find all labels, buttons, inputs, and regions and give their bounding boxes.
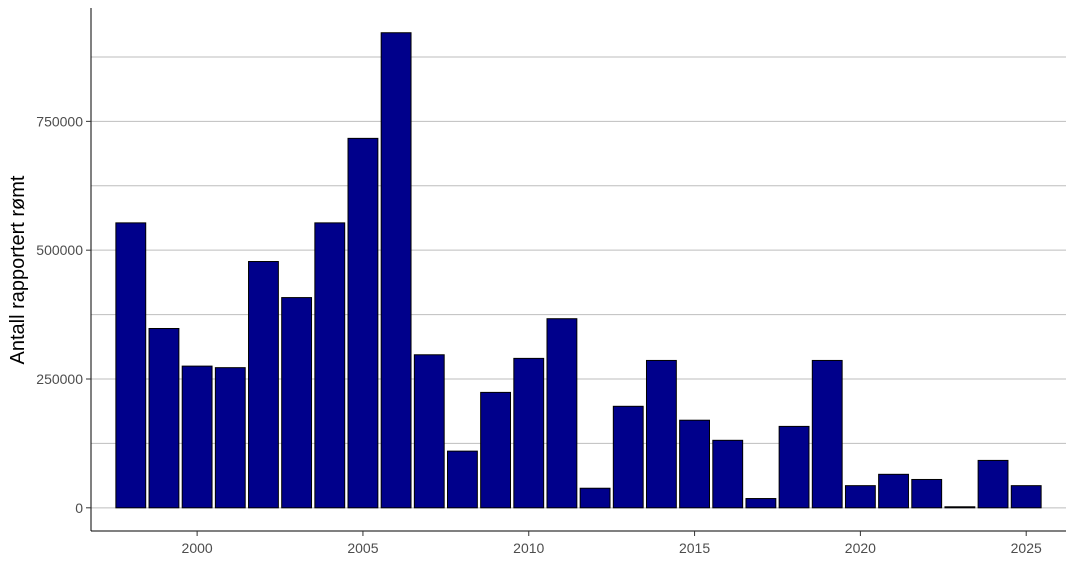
bar <box>181 365 213 509</box>
y-tick-label: 0 <box>75 500 83 516</box>
bar <box>513 357 545 509</box>
bar <box>314 222 346 509</box>
y-tick-label: 750000 <box>36 113 83 129</box>
y-tick-label: 500000 <box>36 242 83 258</box>
bar <box>778 425 810 509</box>
bar <box>248 261 279 509</box>
bar <box>380 32 412 509</box>
x-tick-label: 2005 <box>347 540 378 556</box>
y-tick-label: 250000 <box>36 371 83 387</box>
bar <box>579 487 611 509</box>
bar <box>645 359 677 509</box>
bar <box>413 354 445 509</box>
x-tick-label: 2020 <box>845 540 876 556</box>
bar <box>911 478 943 509</box>
bar <box>679 419 710 509</box>
x-tick-label: 2015 <box>679 540 710 556</box>
bar <box>281 297 313 509</box>
bar <box>347 137 379 509</box>
x-tick-label: 2025 <box>1011 540 1042 556</box>
bars <box>115 32 1042 509</box>
bar <box>977 459 1009 509</box>
bar <box>480 391 512 509</box>
bar <box>878 473 909 509</box>
bar <box>115 222 147 509</box>
bar <box>214 367 246 509</box>
bar <box>811 359 843 509</box>
x-tick-label: 2000 <box>182 540 213 556</box>
bar <box>1010 485 1042 509</box>
y-axis-ticks: 0 250000 500000 750000 <box>36 113 91 516</box>
bar <box>712 439 744 509</box>
bar <box>447 450 478 509</box>
bar <box>612 405 644 509</box>
bar <box>944 506 976 509</box>
x-tick-label: 2010 <box>513 540 544 556</box>
bar <box>546 318 578 509</box>
bar <box>148 327 180 509</box>
y-axis-title: Antall rapportert rømt <box>7 175 29 364</box>
bar <box>745 498 777 509</box>
x-axis-ticks: 2000 2005 2010 2015 2020 2025 <box>182 531 1042 556</box>
bar <box>844 485 876 509</box>
